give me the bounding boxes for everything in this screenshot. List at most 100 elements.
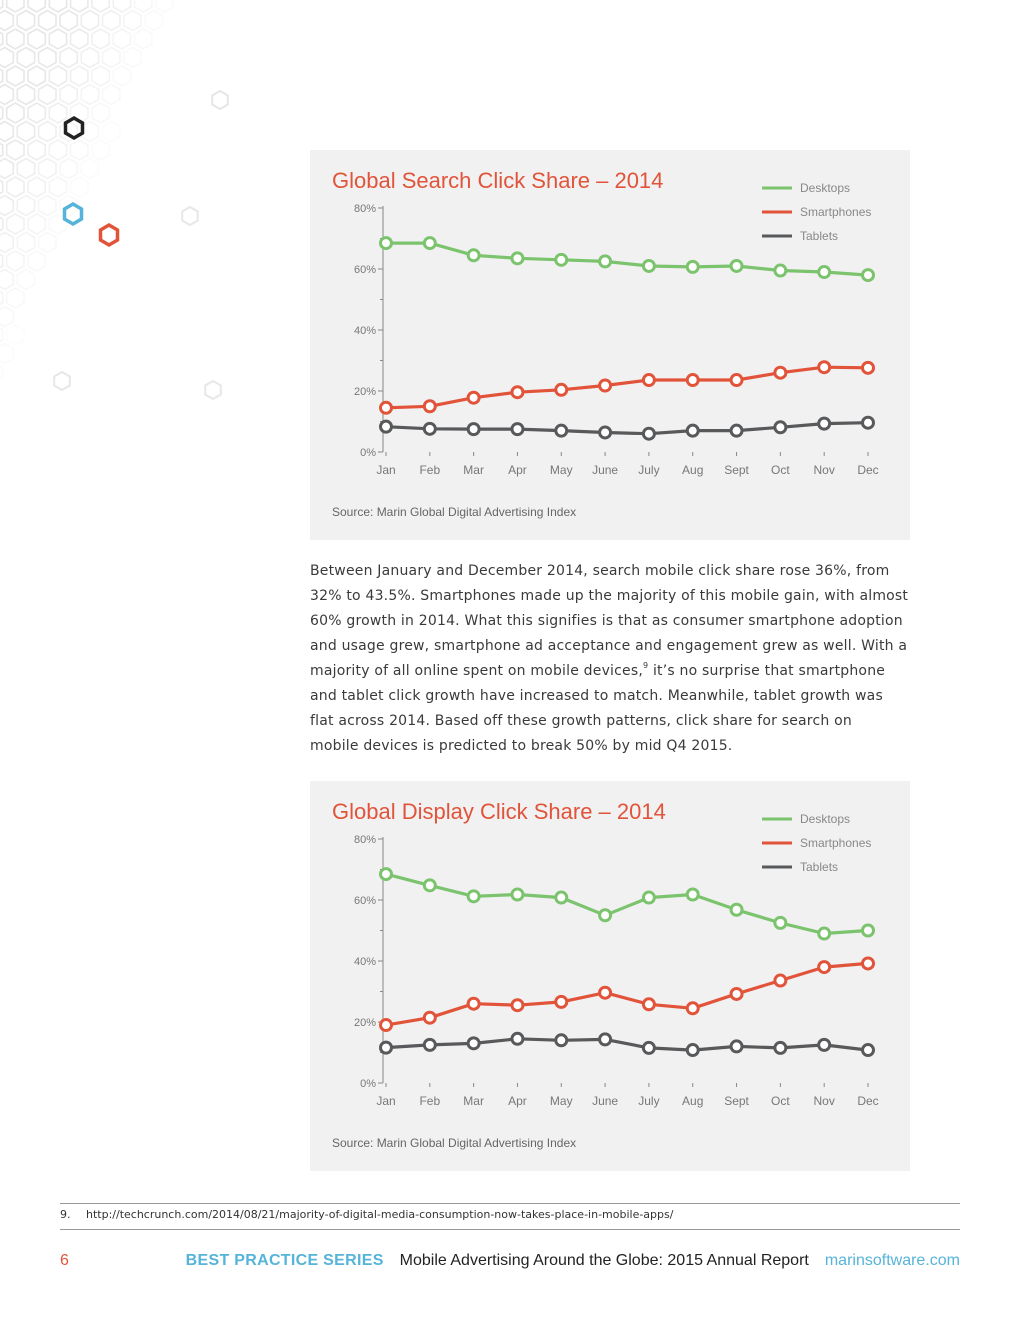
x-tick-label: Jan [376,1094,395,1108]
data-point-tablets [861,415,875,430]
x-tick-label: Nov [814,1094,835,1108]
body-line: 60% growth in 2014. What this signifies … [310,613,903,629]
background-hexagon-icon [16,46,36,69]
data-point-desktops [379,236,393,251]
y-tick-label: 20% [354,1017,376,1029]
background-hexagon-icon [37,231,57,254]
data-point-smartphones [379,1018,393,1033]
data-point-smartphones [685,1001,700,1016]
x-tick-label: Mar [463,1094,484,1108]
data-point-smartphones [817,360,832,375]
legend-label: Desktops [800,812,850,826]
data-point-tablets [685,423,700,438]
background-hexagon-icon [101,46,121,69]
background-hexagon-icon [48,176,68,198]
data-point-smartphones [554,382,569,397]
background-hexagon-icon [144,9,164,32]
background-hexagon-icon [37,9,57,32]
footnote-top-divider [60,1203,960,1204]
data-point-smartphones [554,994,569,1009]
background-hexagon-icon [16,83,36,106]
data-point-desktops [773,915,788,930]
background-hexagon-icon [37,46,57,69]
data-point-tablets [554,423,569,438]
data-point-tablets [729,423,744,438]
x-tick-label: Feb [419,1094,440,1108]
body-line: flat across 2014. Based off these growth… [310,713,852,729]
background-hexagon-icon [37,194,57,217]
x-tick-label: Oct [771,463,790,477]
background-hexagon-icon [16,194,36,217]
data-point-desktops [817,265,832,280]
data-point-smartphones [773,973,788,988]
background-hexagon-icon [112,65,132,87]
background-hexagon-icon [123,9,142,32]
data-point-tablets [422,1037,437,1052]
background-hexagon-icon [59,157,79,180]
data-point-smartphones [422,1010,437,1025]
x-tick-label: Sept [724,1094,749,1108]
series-line-smartphones [385,365,869,410]
body-line: 32% to 43.5%. Smartphones made up the ma… [310,588,909,604]
body-line: majority of all online spent on mobile d… [310,659,915,684]
background-hexagon-icon [16,268,36,291]
black-hexagon-icon [63,115,85,141]
hexagon-pattern-decoration [0,0,229,401]
series-line-tablets [385,1037,869,1052]
background-hexagon-icon [0,46,15,69]
body-paragraph: Between January and December 2014, searc… [310,559,915,759]
data-point-desktops [422,236,437,251]
background-hexagon-icon [91,65,111,87]
background-hexagon-icon [0,120,15,143]
body-text-segment: it’s no surprise that smartphone [648,663,886,679]
data-point-smartphones [861,956,875,971]
data-point-smartphones [598,378,613,393]
background-hexagon-icon [181,205,199,227]
data-point-smartphones [861,360,875,375]
x-tick-label: Aug [682,1094,703,1108]
legend-label: Smartphones [800,836,871,850]
background-hexagon-icon [80,83,100,106]
data-point-tablets [379,1040,393,1055]
background-hexagon-icon [16,120,36,143]
data-point-tablets [817,416,832,431]
data-point-desktops [422,878,437,893]
background-hexagon-icon [155,0,174,13]
website-link[interactable]: marinsoftware.com [824,1252,960,1269]
background-hexagon-icon [0,157,15,180]
background-hexagon-icon [59,120,79,143]
background-hexagon-icon [48,0,68,13]
footnote-number: 9. [60,1208,71,1221]
x-tick-label: Apr [508,463,527,477]
background-hexagon-icon [27,28,47,50]
legend-label: Tablets [800,229,838,243]
background-hexagon-icon [0,305,15,328]
footnote-link[interactable]: http://techcrunch.com/2014/08/21/majorit… [86,1208,674,1221]
background-hexagon-icon [5,287,25,309]
search-click-share-chart-panel: Global Search Click Share – 2014 0% 20% 40… [310,150,910,540]
x-tick-label: Mar [463,463,484,477]
background-hexagon-icon [5,28,25,50]
y-tick-label: 20% [354,386,376,398]
data-point-desktops [861,268,875,283]
data-point-smartphones [422,399,437,414]
data-point-tablets [861,1043,875,1058]
background-hexagon-icon [0,253,4,269]
footnote-bottom-divider [60,1229,960,1230]
data-point-smartphones [641,373,656,388]
background-hexagon-icon [80,46,100,69]
data-point-tablets [773,420,788,435]
background-hexagon-icon [0,179,4,195]
background-hexagon-icon [101,9,121,32]
footnote-reference[interactable]: 9 [643,661,649,670]
background-hexagon-icon [0,105,4,121]
background-hexagon-icon [5,102,25,124]
background-hexagon-icon [123,46,142,69]
background-hexagon-icon [5,324,25,346]
background-hexagon-icon [59,194,79,217]
legend-label: Desktops [800,181,850,195]
search-click-share-chart: Global Search Click Share – 2014 0% 20% 40… [332,168,879,519]
data-point-tablets [379,419,393,434]
background-hexagon-icon [112,28,132,50]
chart-title: Global Search Click Share – 2014 [332,168,663,193]
